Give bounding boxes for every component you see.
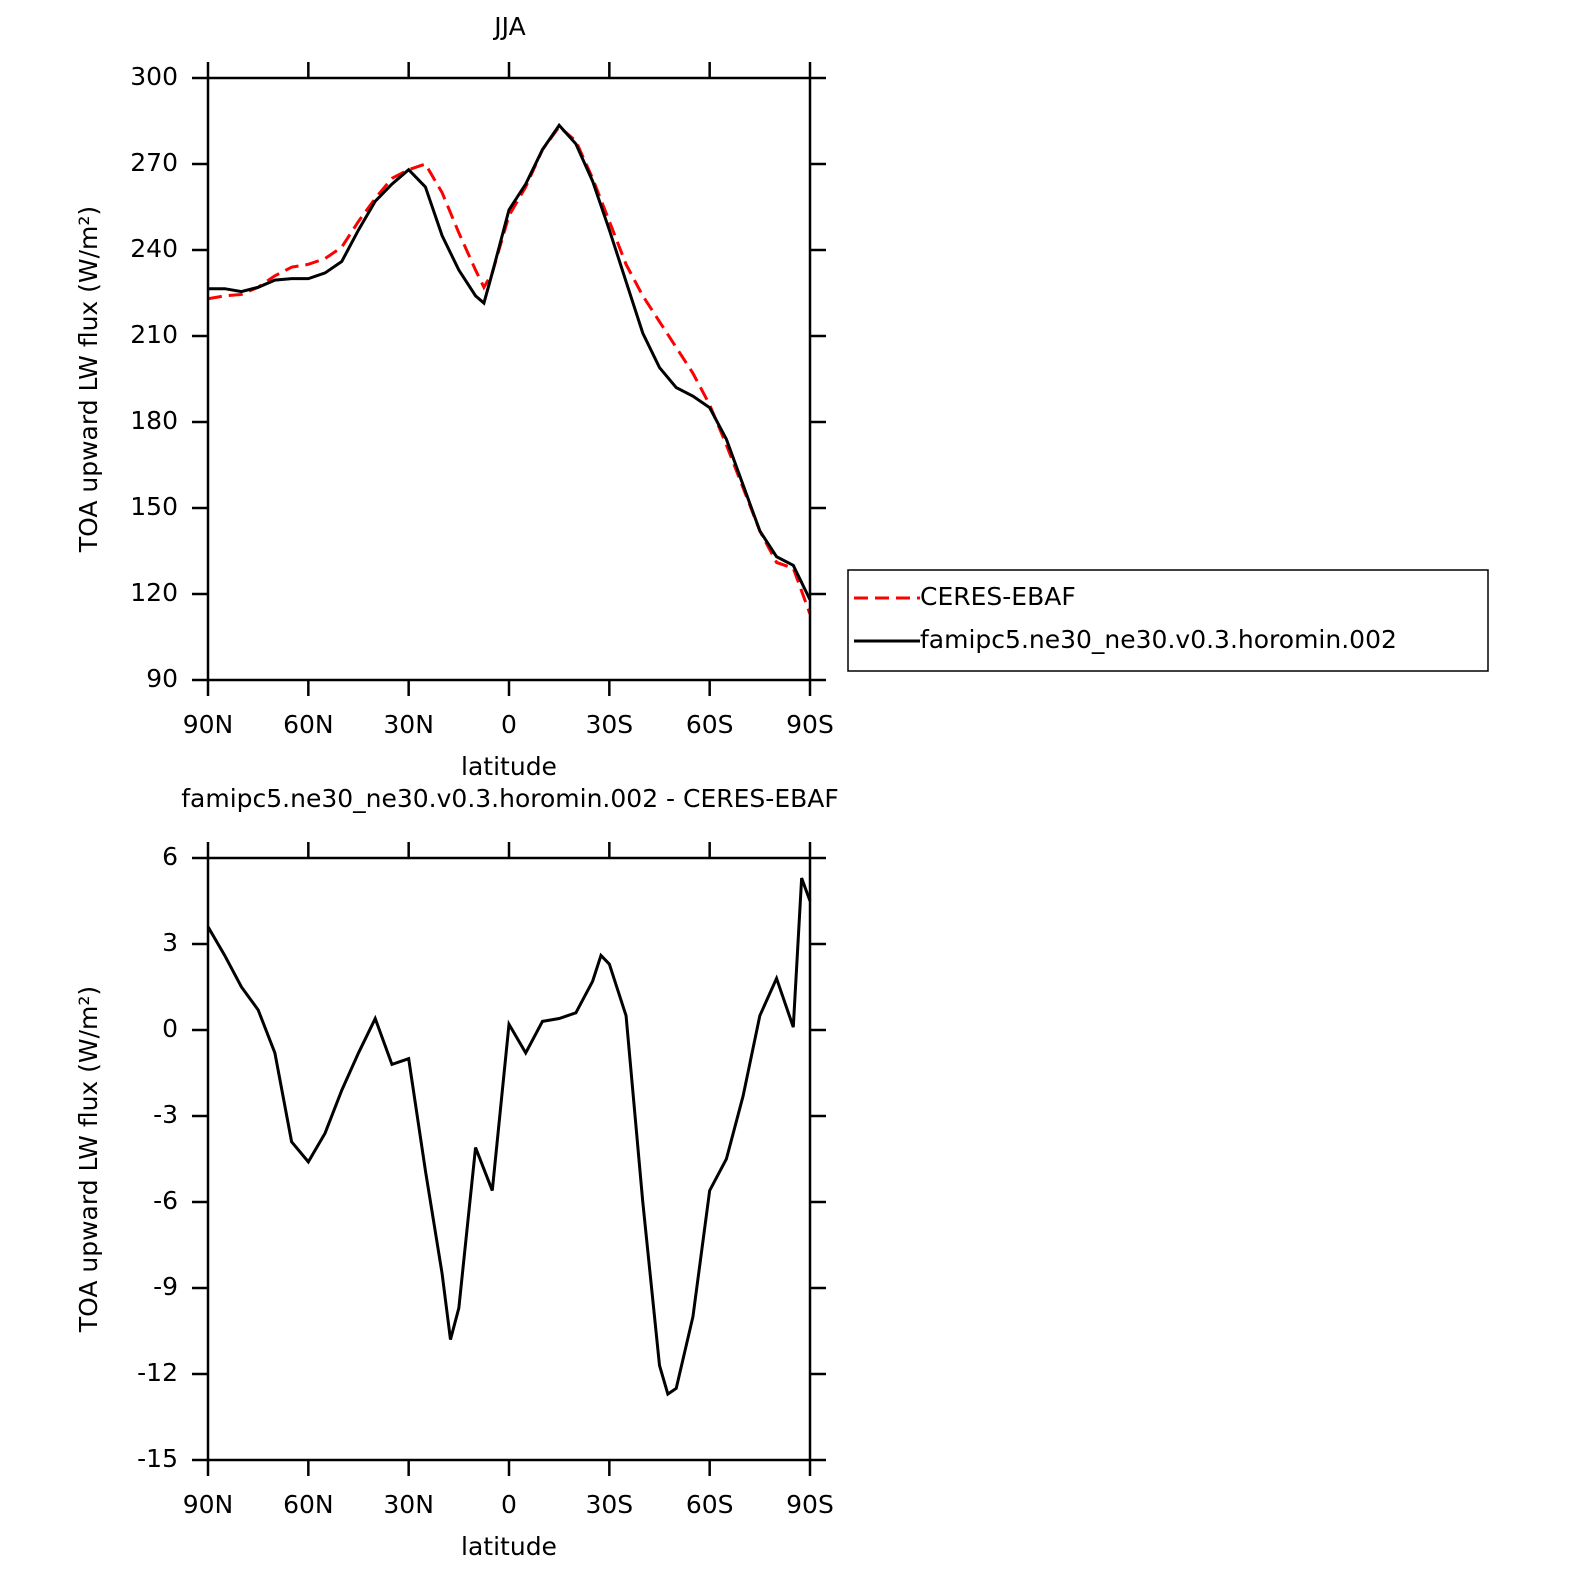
- plot-frame: [206, 856, 812, 1462]
- x-axis-label: latitude: [461, 752, 557, 781]
- x-tick-label: 0: [501, 710, 517, 739]
- x-tick-label: 60N: [283, 710, 334, 739]
- x-tick-label: 30N: [383, 710, 434, 739]
- x-tick-label: 90N: [183, 1490, 234, 1519]
- y-tick-label: -9: [153, 1272, 178, 1301]
- y-tick-label: 240: [130, 234, 178, 263]
- chart-title: JJA: [492, 12, 525, 41]
- y-tick-label: 90: [146, 664, 178, 693]
- plot-frame: [206, 76, 812, 682]
- x-tick-label: 60S: [686, 1490, 734, 1519]
- chart-title: famipc5.ne30_ne30.v0.3.horomin.002 - CER…: [181, 784, 839, 813]
- x-axis-label: latitude: [461, 1532, 557, 1561]
- y-tick-label: -15: [137, 1444, 178, 1473]
- y-tick-label: 300: [130, 62, 178, 91]
- data-line: [207, 124, 812, 615]
- x-tick-label: 90S: [786, 710, 834, 739]
- y-tick-label: 180: [130, 406, 178, 435]
- y-tick-label: 120: [130, 578, 178, 607]
- x-tick-label: 30N: [383, 1490, 434, 1519]
- data-line: [206, 877, 812, 1397]
- y-tick-label: -3: [153, 1100, 178, 1129]
- y-tick-label: 3: [162, 928, 178, 957]
- legend-label: famipc5.ne30_ne30.v0.3.horomin.002: [920, 625, 1397, 654]
- y-tick-label: 0: [162, 1014, 178, 1043]
- data-line: [208, 122, 812, 601]
- x-tick-label: 30S: [585, 710, 633, 739]
- x-tick-label: 60N: [283, 1490, 334, 1519]
- legend-box: [847, 569, 1489, 672]
- y-axis-label: TOA upward LW flux (W/m²): [74, 206, 103, 553]
- y-tick-label: -6: [153, 1186, 178, 1215]
- x-tick-label: 90S: [786, 1490, 834, 1519]
- x-tick-label: 30S: [585, 1490, 633, 1519]
- y-axis-label: TOA upward LW flux (W/m²): [74, 986, 103, 1333]
- y-tick-label: -12: [137, 1358, 178, 1387]
- x-tick-label: 0: [501, 1490, 517, 1519]
- y-tick-label: 270: [130, 148, 178, 177]
- x-tick-label: 60S: [686, 710, 734, 739]
- legend-label: CERES-EBAF: [920, 582, 1076, 611]
- y-tick-label: 150: [130, 492, 178, 521]
- y-tick-label: 6: [162, 842, 178, 871]
- y-tick-label: 210: [130, 320, 178, 349]
- x-tick-label: 90N: [183, 710, 234, 739]
